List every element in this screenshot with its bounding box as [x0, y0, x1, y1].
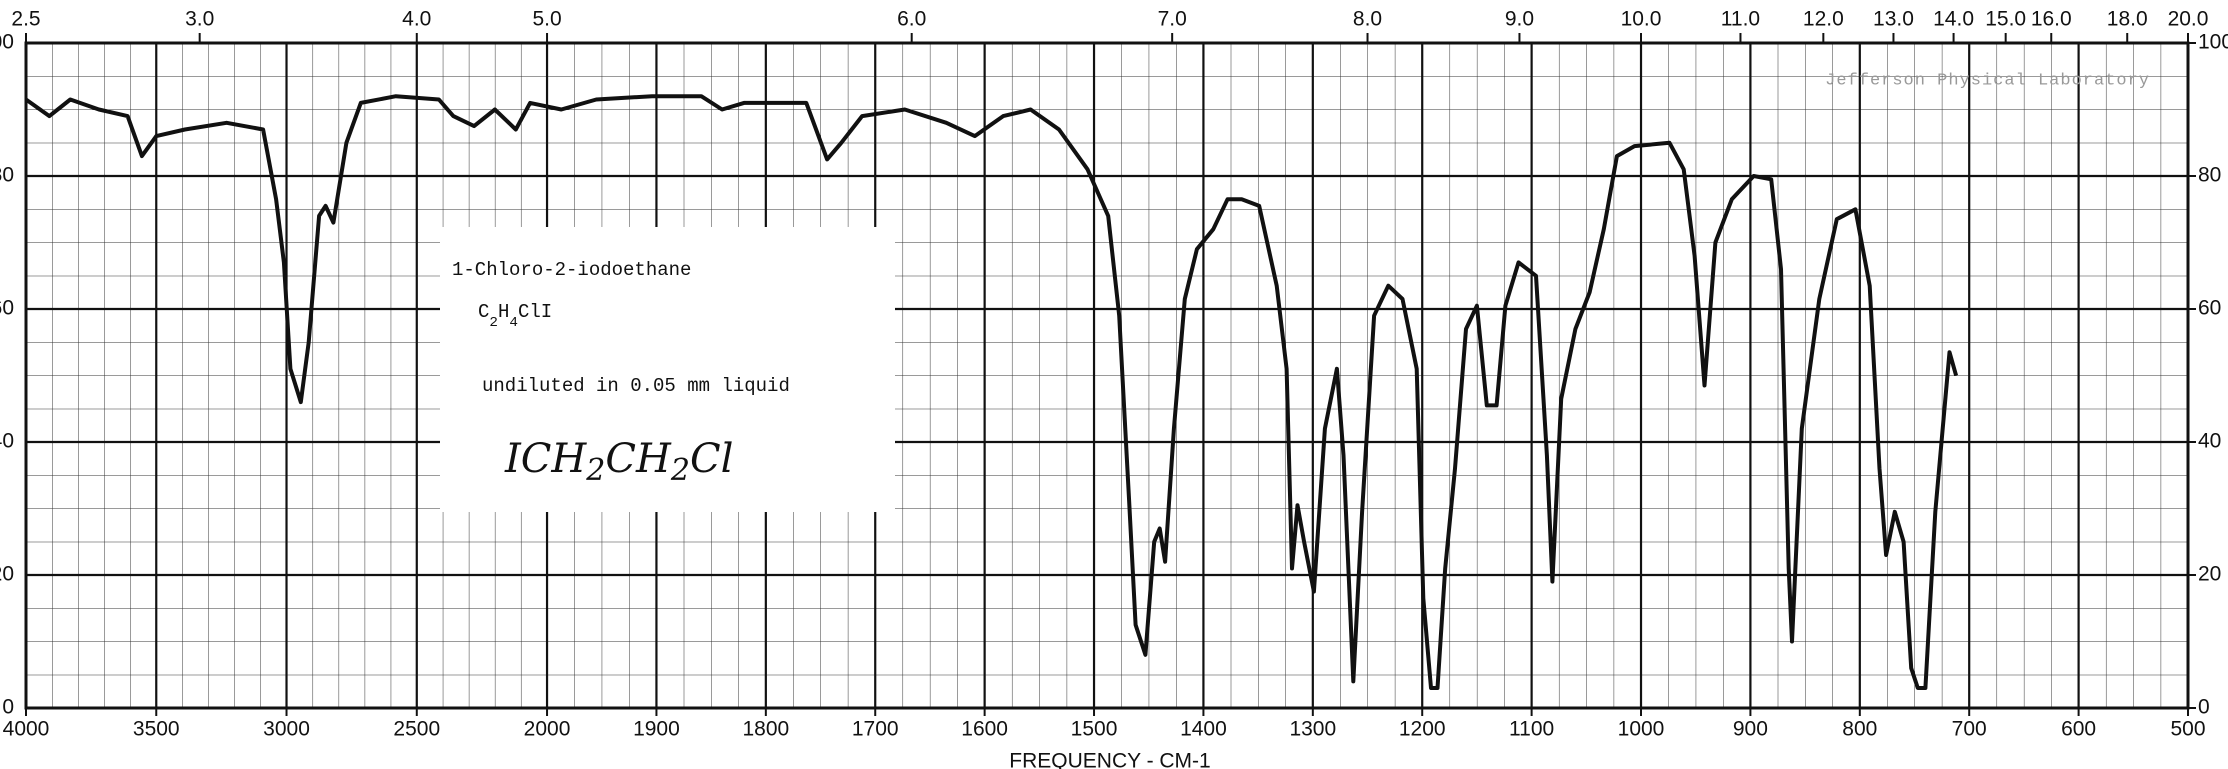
- x-tick-label: 1700: [852, 718, 899, 741]
- formula-part: Cl: [690, 436, 733, 482]
- axis-layer: 0020204040606080801001004000350030002500…: [0, 8, 2228, 741]
- y-tick-label-left: 20: [0, 563, 14, 586]
- formula-part: CH: [605, 436, 672, 482]
- formula-part: H: [498, 301, 509, 323]
- x2-tick-label: 2.5: [11, 8, 40, 31]
- grid-layer: [26, 43, 2188, 708]
- formula-part: C: [478, 301, 489, 323]
- y-tick-label-left: 80: [0, 164, 14, 187]
- x2-tick-label: 15.0: [1985, 8, 2026, 31]
- x2-tick-label: 4.0: [402, 8, 431, 31]
- subscript: 4: [509, 315, 518, 331]
- y-tick-label-left: 60: [0, 297, 14, 320]
- plot-frame: [24, 41, 2190, 710]
- x2-tick-label: 10.0: [1621, 8, 1662, 31]
- spectrum-line: [24, 94, 1959, 690]
- y-tick-label: 20: [2198, 563, 2221, 586]
- x2-tick-label: 6.0: [897, 8, 926, 31]
- x-axis-title: FREQUENCY - CM-1: [1009, 750, 1210, 769]
- x-tick-label: 4000: [3, 718, 50, 741]
- x-tick-label: 500: [2170, 718, 2205, 741]
- x2-tick-label: 16.0: [2031, 8, 2072, 31]
- y-tick-label: 100: [2198, 31, 2228, 54]
- formula: C2H4ClI: [478, 301, 552, 331]
- y-tick-label-left: 100: [0, 31, 14, 54]
- x2-tick-label: 13.0: [1873, 8, 1914, 31]
- x-tick-label: 1400: [1180, 718, 1227, 741]
- x-tick-label: 1500: [1071, 718, 1118, 741]
- x2-tick-label: 9.0: [1505, 8, 1534, 31]
- y-tick-label-left: 0: [2, 696, 14, 719]
- curve-layer: [24, 94, 1959, 690]
- x-tick-label: 600: [2061, 718, 2096, 741]
- y-tick-label: 0: [2198, 696, 2210, 719]
- y-tick-label: 40: [2198, 430, 2221, 453]
- x-tick-label: 3500: [133, 718, 180, 741]
- x2-tick-label: 5.0: [532, 8, 561, 31]
- x-tick-label: 800: [1842, 718, 1877, 741]
- sample-note: undiluted in 0.05 mm liquid: [482, 375, 790, 397]
- source-label: Jefferson Physical Laboratory: [1825, 71, 2150, 90]
- compound-name: 1-Chloro-2-iodoethane: [452, 259, 691, 281]
- major-grid-layer: [24, 41, 2190, 710]
- x-tick-label: 1100: [1509, 718, 1554, 741]
- structure-formula: ICH2CH2Cl: [504, 436, 733, 488]
- subscript: 2: [670, 453, 690, 488]
- x2-tick-label: 8.0: [1353, 8, 1382, 31]
- x-tick-label: 3000: [263, 718, 310, 741]
- y-tick-label: 80: [2198, 164, 2221, 187]
- x2-tick-label: 18.0: [2107, 8, 2148, 31]
- x-tick-label: 1000: [1618, 718, 1665, 741]
- x2-tick-label: 14.0: [1933, 8, 1974, 31]
- x-tick-label: 1600: [961, 718, 1008, 741]
- x-tick-label: 1200: [1399, 718, 1446, 741]
- x-tick-label: 2000: [524, 718, 571, 741]
- formula-part: ICH: [504, 436, 587, 482]
- x2-tick-label: 3.0: [185, 8, 214, 31]
- x2-tick-label: 11.0: [1721, 8, 1760, 31]
- x-tick-label: 1900: [633, 718, 680, 741]
- subscript: 2: [585, 453, 605, 488]
- x-tick-label: 900: [1733, 718, 1768, 741]
- y-tick-label: 60: [2198, 297, 2221, 320]
- x2-tick-label: 7.0: [1158, 8, 1187, 31]
- x-tick-label: 2500: [393, 718, 440, 741]
- x-tick-label: 1800: [742, 718, 789, 741]
- annotation-box: [440, 227, 895, 512]
- y-tick-label-left: 40: [0, 430, 14, 453]
- x2-tick-label: 20.0: [2168, 8, 2209, 31]
- x-tick-label: 1300: [1289, 718, 1336, 741]
- x2-tick-label: 12.0: [1803, 8, 1844, 31]
- subscript: 2: [489, 315, 498, 331]
- formula-part: ClI: [518, 301, 552, 323]
- x-tick-label: 700: [1952, 718, 1987, 741]
